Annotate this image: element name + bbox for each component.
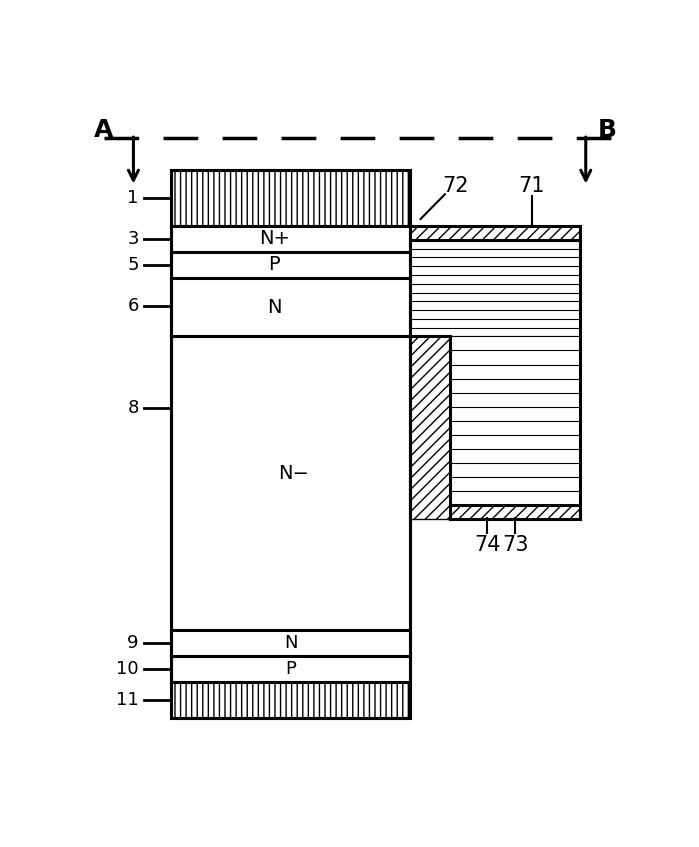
Text: 3: 3 <box>127 230 139 247</box>
Bar <box>171 225 410 252</box>
Text: N: N <box>267 297 282 317</box>
Text: P: P <box>285 660 296 678</box>
Text: N: N <box>284 634 297 652</box>
Bar <box>410 225 580 240</box>
Bar <box>171 170 410 225</box>
Text: N−: N− <box>278 464 309 483</box>
Text: N+: N+ <box>259 229 290 248</box>
Text: 72: 72 <box>442 176 469 197</box>
Text: 10: 10 <box>116 660 139 678</box>
Text: 71: 71 <box>519 176 545 197</box>
Text: 6: 6 <box>127 296 139 315</box>
Bar <box>450 505 580 519</box>
Bar <box>410 336 450 519</box>
Text: 73: 73 <box>502 535 528 555</box>
Bar <box>171 252 410 278</box>
Text: 74: 74 <box>474 535 500 555</box>
Text: 11: 11 <box>116 690 139 709</box>
Text: B: B <box>598 118 617 141</box>
Text: 8: 8 <box>127 399 139 418</box>
Bar <box>171 682 410 718</box>
Bar <box>171 656 410 682</box>
Text: 1: 1 <box>127 189 139 207</box>
Bar <box>171 278 410 336</box>
Bar <box>171 336 410 630</box>
Text: A: A <box>94 118 113 141</box>
Bar <box>171 630 410 656</box>
Text: 5: 5 <box>127 256 139 274</box>
Text: P: P <box>268 255 280 274</box>
Text: 9: 9 <box>127 634 139 652</box>
Bar <box>171 170 410 718</box>
Bar <box>410 225 580 336</box>
Bar <box>450 336 580 519</box>
